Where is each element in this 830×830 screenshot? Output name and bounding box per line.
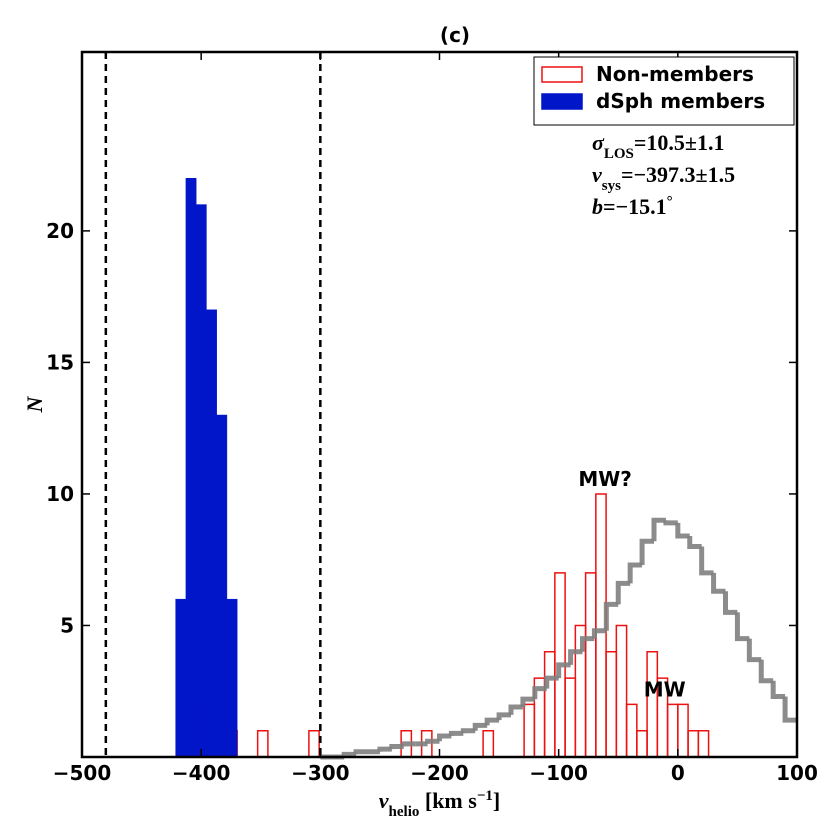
step bbox=[675, 522, 690, 539]
y-tick-label: 5 bbox=[60, 613, 74, 637]
bar-outline bbox=[687, 729, 700, 757]
x-tick-label: −300 bbox=[291, 761, 350, 785]
chart-title: (c) bbox=[440, 23, 470, 47]
step bbox=[496, 712, 511, 721]
step bbox=[508, 704, 523, 715]
stat-text: b=−15.1° bbox=[592, 194, 673, 219]
bar-outline bbox=[256, 729, 269, 757]
step bbox=[401, 741, 416, 747]
step bbox=[627, 562, 643, 584]
step bbox=[723, 591, 738, 615]
y-axis-label: N bbox=[22, 395, 47, 413]
step bbox=[580, 636, 595, 652]
bar bbox=[226, 598, 238, 758]
step bbox=[377, 746, 392, 752]
bar bbox=[195, 204, 207, 758]
bar-outline bbox=[482, 729, 495, 757]
stat-text-part: σ bbox=[592, 130, 605, 155]
bar bbox=[206, 309, 217, 758]
bar-outline bbox=[615, 624, 628, 757]
step bbox=[520, 696, 535, 708]
x-axis-label-part: ] bbox=[493, 788, 500, 813]
step bbox=[532, 686, 547, 700]
step bbox=[556, 662, 571, 679]
step bbox=[699, 546, 714, 576]
step bbox=[448, 730, 464, 736]
x-tick-label: 0 bbox=[671, 761, 685, 785]
step bbox=[460, 728, 476, 734]
x-axis-label: vhelio [km s−1] bbox=[379, 788, 500, 820]
x-axis-label-part: v bbox=[379, 788, 389, 813]
legend-swatch bbox=[541, 66, 583, 83]
legend-swatch bbox=[541, 93, 583, 110]
stat-text-part: b bbox=[592, 194, 603, 219]
stat-text: vsys=−397.3±1.5 bbox=[592, 162, 735, 194]
step bbox=[663, 520, 678, 526]
x-tick-label: −100 bbox=[529, 761, 588, 785]
stat-text: σLOS=10.5±1.1 bbox=[592, 130, 725, 162]
y-axis-label-part: N bbox=[22, 395, 47, 413]
bar-outline bbox=[605, 651, 618, 757]
x-tick-label: 100 bbox=[776, 761, 818, 785]
stat-text-part: ° bbox=[667, 194, 673, 210]
y-tick-label: 15 bbox=[46, 350, 74, 374]
step bbox=[734, 612, 750, 642]
step bbox=[568, 649, 583, 665]
bar-outline bbox=[625, 703, 638, 757]
step bbox=[353, 749, 368, 755]
step bbox=[687, 536, 702, 550]
bar-outline bbox=[308, 729, 320, 757]
bar bbox=[216, 414, 228, 758]
step bbox=[639, 538, 654, 565]
bar bbox=[185, 178, 197, 758]
step bbox=[758, 659, 774, 684]
bar-outline bbox=[666, 703, 679, 757]
bar-outline bbox=[523, 703, 536, 757]
bar-outline bbox=[584, 572, 597, 757]
step bbox=[484, 717, 500, 726]
step bbox=[472, 722, 488, 731]
x-tick-label: −500 bbox=[53, 761, 112, 785]
bar-outline bbox=[677, 703, 689, 757]
x-axis-label-part: −1 bbox=[477, 788, 493, 804]
step bbox=[544, 675, 559, 689]
step bbox=[711, 572, 726, 594]
step bbox=[651, 517, 666, 542]
stat-text-part: =10.5±1.1 bbox=[634, 130, 725, 155]
step bbox=[782, 696, 797, 723]
step bbox=[603, 601, 619, 631]
stat-text-part: LOS bbox=[604, 146, 634, 162]
stat-text-part: =−15.1 bbox=[603, 194, 667, 219]
legend-box bbox=[533, 56, 795, 126]
bar-outline bbox=[646, 651, 659, 757]
stat-text-part: v bbox=[592, 162, 602, 187]
bar bbox=[175, 598, 187, 758]
annotation: MW bbox=[644, 677, 686, 701]
stat-text-part: =−397.3±1.5 bbox=[621, 162, 735, 187]
bar-outline bbox=[636, 729, 648, 757]
x-axis-label-part: helio bbox=[389, 804, 420, 820]
x-axis-label-part: [km s bbox=[419, 788, 477, 813]
step bbox=[425, 738, 440, 744]
y-tick-label: 20 bbox=[46, 219, 74, 243]
bar-outline bbox=[564, 677, 577, 757]
bar-outline bbox=[543, 651, 556, 757]
step bbox=[389, 743, 404, 750]
legend-label: dSph members bbox=[596, 89, 765, 113]
x-tick-label: −400 bbox=[172, 761, 231, 785]
step bbox=[770, 680, 786, 699]
legend-label: Non-members bbox=[596, 62, 754, 86]
annotation: MW? bbox=[578, 467, 632, 491]
stat-text-part: sys bbox=[602, 178, 621, 194]
y-tick-label: 10 bbox=[46, 482, 74, 506]
step bbox=[615, 580, 631, 605]
step bbox=[746, 638, 762, 663]
x-tick-label: −200 bbox=[410, 761, 469, 785]
bar-outline bbox=[697, 729, 710, 757]
step bbox=[591, 628, 607, 639]
step bbox=[437, 733, 452, 742]
